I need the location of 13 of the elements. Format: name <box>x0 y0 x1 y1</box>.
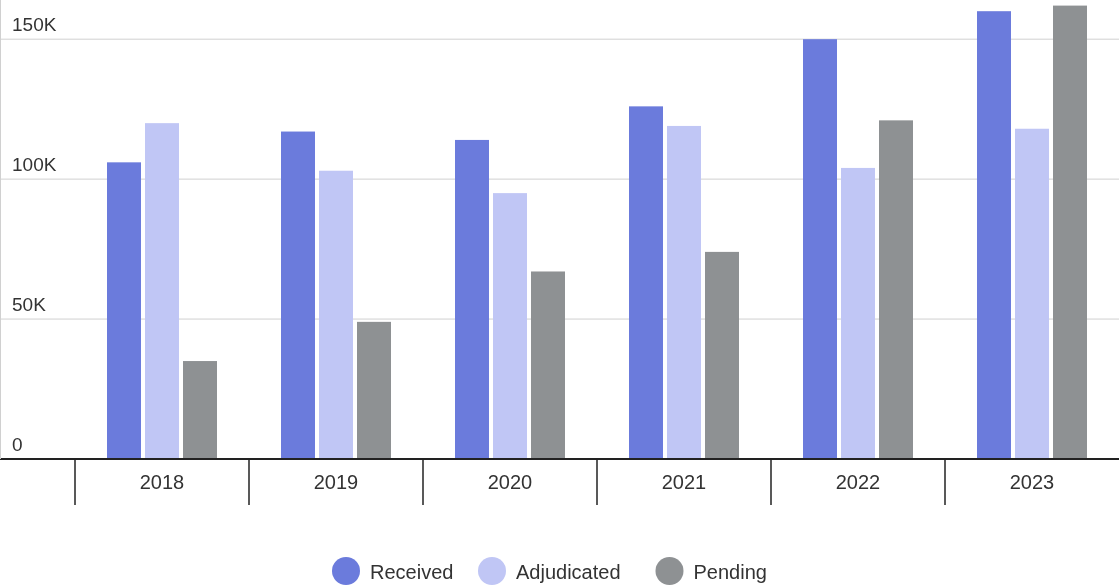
x-tick-label: 2019 <box>313 471 359 493</box>
legend-label: Adjudicated <box>516 561 621 583</box>
legend-label: Received <box>370 561 454 583</box>
x-tick-label: 2020 <box>487 471 533 493</box>
y-tick-label: 0 <box>12 434 23 455</box>
x-tick-label: 2021 <box>661 471 707 493</box>
x-tick-label: 2018 <box>139 471 185 493</box>
y-tick-label: 150K <box>12 14 57 36</box>
y-tick-label: 50K <box>12 294 47 316</box>
x-tick-label: 2023 <box>1009 471 1055 493</box>
x-tick-label: 2022 <box>835 471 881 493</box>
y-tick-label: 100K <box>12 154 57 176</box>
legend-label: Pending <box>693 561 767 583</box>
